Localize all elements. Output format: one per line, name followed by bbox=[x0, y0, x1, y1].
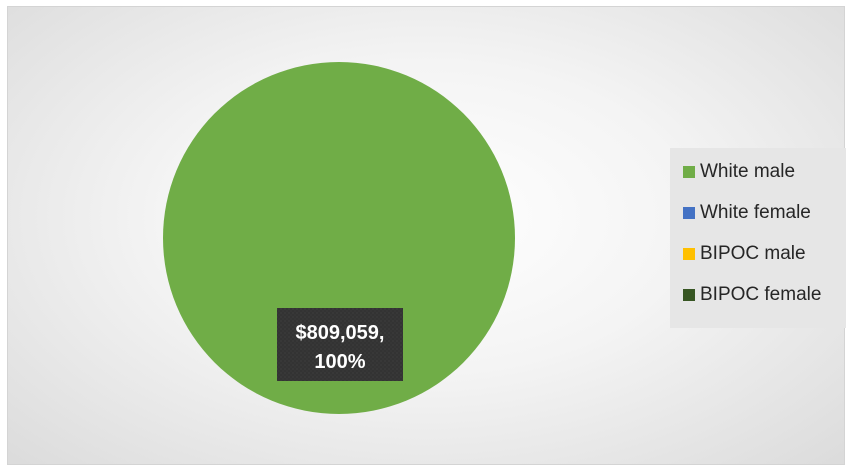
data-label-percent: 100% bbox=[314, 351, 365, 373]
legend-item-white-female: White female bbox=[683, 199, 811, 227]
legend-swatch bbox=[683, 207, 695, 219]
data-label-value: $809,059, bbox=[296, 322, 385, 344]
legend-swatch bbox=[683, 248, 695, 260]
data-label: $809,059, 100% bbox=[277, 308, 403, 381]
legend-item-white-male: White male bbox=[683, 158, 795, 186]
legend-label: White female bbox=[700, 202, 811, 223]
pie-slice-white-male bbox=[163, 62, 515, 414]
legend-label: BIPOC male bbox=[700, 243, 806, 264]
data-label-box bbox=[277, 308, 403, 381]
legend: White male White female BIPOC male BIPOC fe… bbox=[670, 148, 846, 328]
legend-label: BIPOC female bbox=[700, 284, 822, 305]
legend-swatch bbox=[683, 166, 695, 178]
legend-swatch bbox=[683, 289, 695, 301]
legend-label: White male bbox=[700, 161, 796, 182]
legend-item-bipoc-male: BIPOC male bbox=[683, 240, 806, 268]
legend-item-bipoc-female: BIPOC female bbox=[683, 281, 821, 309]
